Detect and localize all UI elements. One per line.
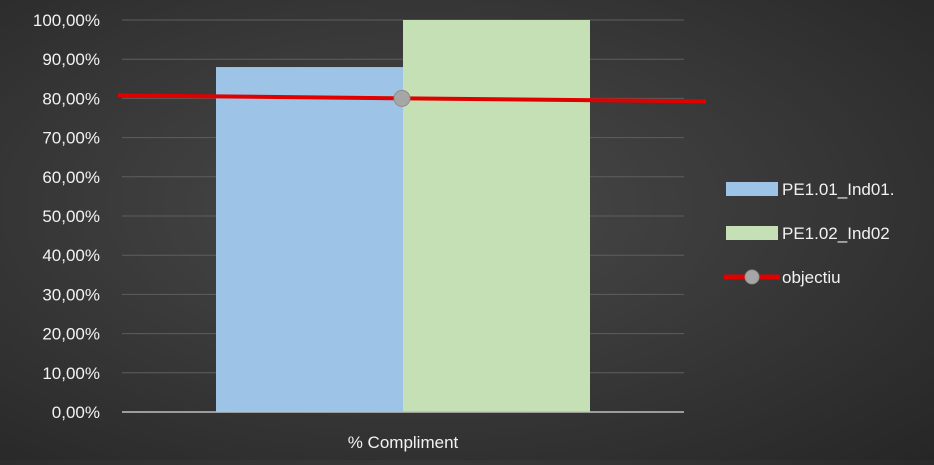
legend-label: PE1.02_Ind02 <box>782 224 890 243</box>
objectiu-line <box>117 93 707 104</box>
target-line <box>117 89 707 107</box>
bar-pe1-01-ind01 <box>216 67 403 412</box>
y-tick-label: 70,00% <box>42 129 100 148</box>
y-tick-label: 20,00% <box>42 325 100 344</box>
y-tick-label: 10,00% <box>42 364 100 383</box>
y-tick-label: 90,00% <box>42 50 100 69</box>
legend-marker <box>744 269 760 285</box>
y-tick-label: 50,00% <box>42 207 100 226</box>
y-tick-label: 80,00% <box>42 89 100 108</box>
legend-swatch <box>726 226 778 240</box>
legend-label: PE1.01_Ind01. <box>782 180 894 199</box>
y-tick-label: 60,00% <box>42 168 100 187</box>
x-tick-label: % Compliment <box>348 433 459 452</box>
y-tick-label: 0,00% <box>52 403 100 422</box>
bars <box>216 20 590 412</box>
y-tick-label: 40,00% <box>42 246 100 265</box>
legend-swatch <box>726 182 778 196</box>
objectiu-marker <box>393 89 411 107</box>
axes: 0,00% 10,00% 20,00% 30,00% 40,00% 50,00% 60,00… <box>33 11 684 452</box>
legend-label: objectiu <box>782 268 841 287</box>
bar-pe1-02-ind02 <box>403 20 590 412</box>
y-tick-label: 100,00% <box>33 11 100 30</box>
y-tick-label: 30,00% <box>42 285 100 304</box>
legend: PE1.01_Ind01. PE1.02_Ind02 objectiu <box>724 180 894 287</box>
